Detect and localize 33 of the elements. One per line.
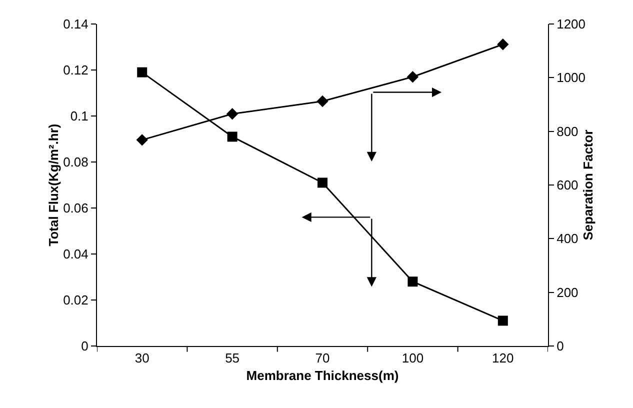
point	[137, 67, 148, 78]
y2-tick-label: 200	[556, 284, 578, 300]
y-tick-label: 0.12	[63, 62, 88, 78]
x-tick-label: 70	[315, 350, 330, 366]
x-tick-label: 55	[225, 350, 240, 366]
y-tick-label: 0.02	[63, 292, 88, 308]
point	[498, 316, 508, 326]
x-axis-title: Membrane Thickness(m)	[246, 368, 399, 384]
x-tick-label: 100	[402, 350, 424, 366]
point	[226, 108, 238, 120]
x-tick-label: 30	[134, 350, 150, 366]
y-tick-label: 0.08	[63, 154, 88, 170]
y-tick-label: 0.14	[63, 16, 88, 32]
y2-tick-label: 1200	[556, 16, 586, 32]
point	[408, 276, 418, 287]
point	[497, 38, 509, 50]
y2-tick-label: 1000	[556, 70, 586, 86]
y-tick-label: 0.04	[63, 246, 88, 262]
y2-tick-label: 400	[556, 231, 578, 246]
point	[227, 132, 238, 142]
point	[316, 95, 328, 108]
point	[406, 71, 419, 83]
point	[136, 134, 148, 146]
y2-tick-label: 800	[556, 124, 578, 139]
y-axis-title: Total Flux(Kg/m².hr)	[46, 124, 62, 246]
y2-tick-label: 0	[556, 338, 564, 354]
y-tick-label: 0.06	[63, 200, 88, 216]
x-tick-label: 120	[492, 350, 514, 366]
y-tick-label: 0.1	[70, 108, 88, 124]
y2-tick-label: 600	[556, 178, 578, 193]
y-tick-label: 0	[81, 338, 88, 354]
point	[318, 178, 328, 188]
y2-axis-title: Separation Factor	[580, 130, 596, 240]
